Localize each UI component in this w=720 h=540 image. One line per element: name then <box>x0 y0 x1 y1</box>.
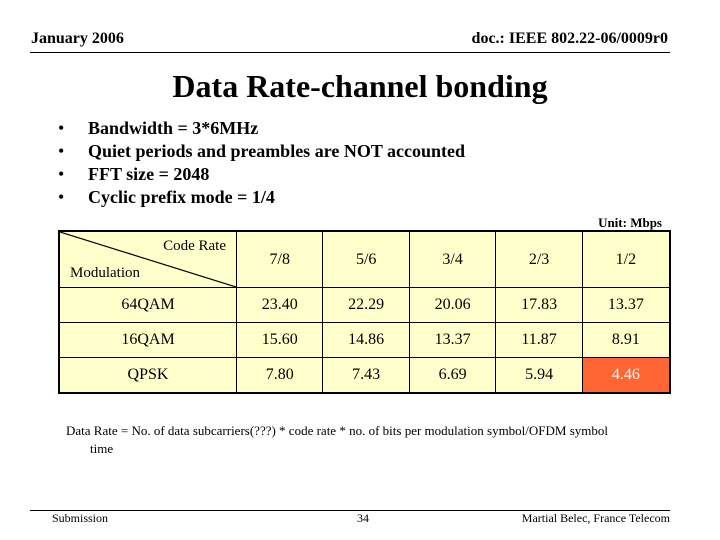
slide-title: Data Rate-channel bonding <box>172 68 548 104</box>
rate-value-cell: 7.80 <box>235 357 324 394</box>
table-header-row: Code Rate Modulation 7/8 5/6 3/4 2/3 1/2 <box>58 230 671 288</box>
footer-submission: Submission <box>52 511 109 525</box>
bullet-text: Cyclic prefix mode = 1/4 <box>88 187 275 207</box>
header-rule <box>30 52 670 53</box>
rate-value-cell: 11.87 <box>495 322 583 358</box>
table-row: 64QAM 23.40 22.29 20.06 17.83 13.37 <box>58 287 671 323</box>
data-rate-table: Code Rate Modulation 7/8 5/6 3/4 2/3 1/2… <box>58 230 671 394</box>
rate-value-cell: 17.83 <box>495 287 583 323</box>
rate-value-cell: 6.69 <box>408 357 497 394</box>
code-rate-cell: 3/4 <box>408 230 497 288</box>
bullet-item: • Quiet periods and preambles are NOT acc… <box>58 140 465 163</box>
bullet-text: FFT size = 2048 <box>88 164 210 184</box>
footnote-line-2: time <box>90 441 114 456</box>
bullet-list: • Bandwidth = 3*6MHz • Quiet periods and p… <box>58 117 465 209</box>
modulation-label: QPSK <box>58 357 237 394</box>
rate-value-cell: 13.37 <box>581 287 671 323</box>
bullet-dot: • <box>58 118 65 138</box>
rate-value-cell: 14.86 <box>322 322 410 358</box>
modulation-label: 16QAM <box>58 322 237 358</box>
bullet-dot: • <box>58 141 65 161</box>
code-rate-cell: 1/2 <box>581 230 671 288</box>
rate-value-cell: 20.06 <box>408 287 497 323</box>
bullet-dot: • <box>58 164 65 184</box>
table-row: 16QAM 15.60 14.86 13.37 11.87 8.91 <box>58 322 671 358</box>
code-rate-cell: 5/6 <box>322 230 410 288</box>
bullet-dot: • <box>58 187 65 207</box>
code-rate-cell: 2/3 <box>495 230 583 288</box>
bullet-item: • FFT size = 2048 <box>58 163 465 186</box>
footnote-line-1: Data Rate = No. of data subcarriers(???)… <box>66 423 609 438</box>
rate-value-cell: 7.43 <box>322 357 410 394</box>
footer-rule <box>30 510 670 511</box>
table-row: QPSK 7.80 7.43 6.69 5.94 4.46 <box>58 357 671 394</box>
corner-diagonal-line <box>60 232 236 287</box>
footnote: Data Rate = No. of data subcarriers(???)… <box>66 422 666 458</box>
rate-value-cell: 15.60 <box>235 322 324 358</box>
rate-value-cell: 8.91 <box>581 322 671 358</box>
rate-value-cell: 13.37 <box>408 322 497 358</box>
footer-page-number: 34 <box>357 511 369 525</box>
bullet-item: • Bandwidth = 3*6MHz <box>58 117 465 140</box>
highlighted-rate-cell: 4.46 <box>581 357 671 394</box>
rate-value-cell: 5.94 <box>495 357 583 394</box>
bullet-item: • Cyclic prefix mode = 1/4 <box>58 186 465 209</box>
header-date: January 2006 <box>31 30 124 47</box>
modulation-label: 64QAM <box>58 287 237 323</box>
bullet-text: Bandwidth = 3*6MHz <box>88 118 259 138</box>
unit-label: Unit: Mbps <box>598 215 662 230</box>
code-rate-cell: 7/8 <box>235 230 324 288</box>
header-doc-id: doc.: IEEE 802.22-06/0009r0 <box>471 30 668 47</box>
rate-value-cell: 22.29 <box>322 287 410 323</box>
rate-value-cell: 23.40 <box>235 287 324 323</box>
modulation-header: Modulation <box>70 265 140 281</box>
bullet-text: Quiet periods and preambles are NOT acco… <box>88 141 466 161</box>
code-rate-header: Code Rate <box>163 238 226 254</box>
footer-author: Martial Belec, France Telecom <box>521 511 670 525</box>
table-corner-cell: Code Rate Modulation <box>58 230 237 288</box>
